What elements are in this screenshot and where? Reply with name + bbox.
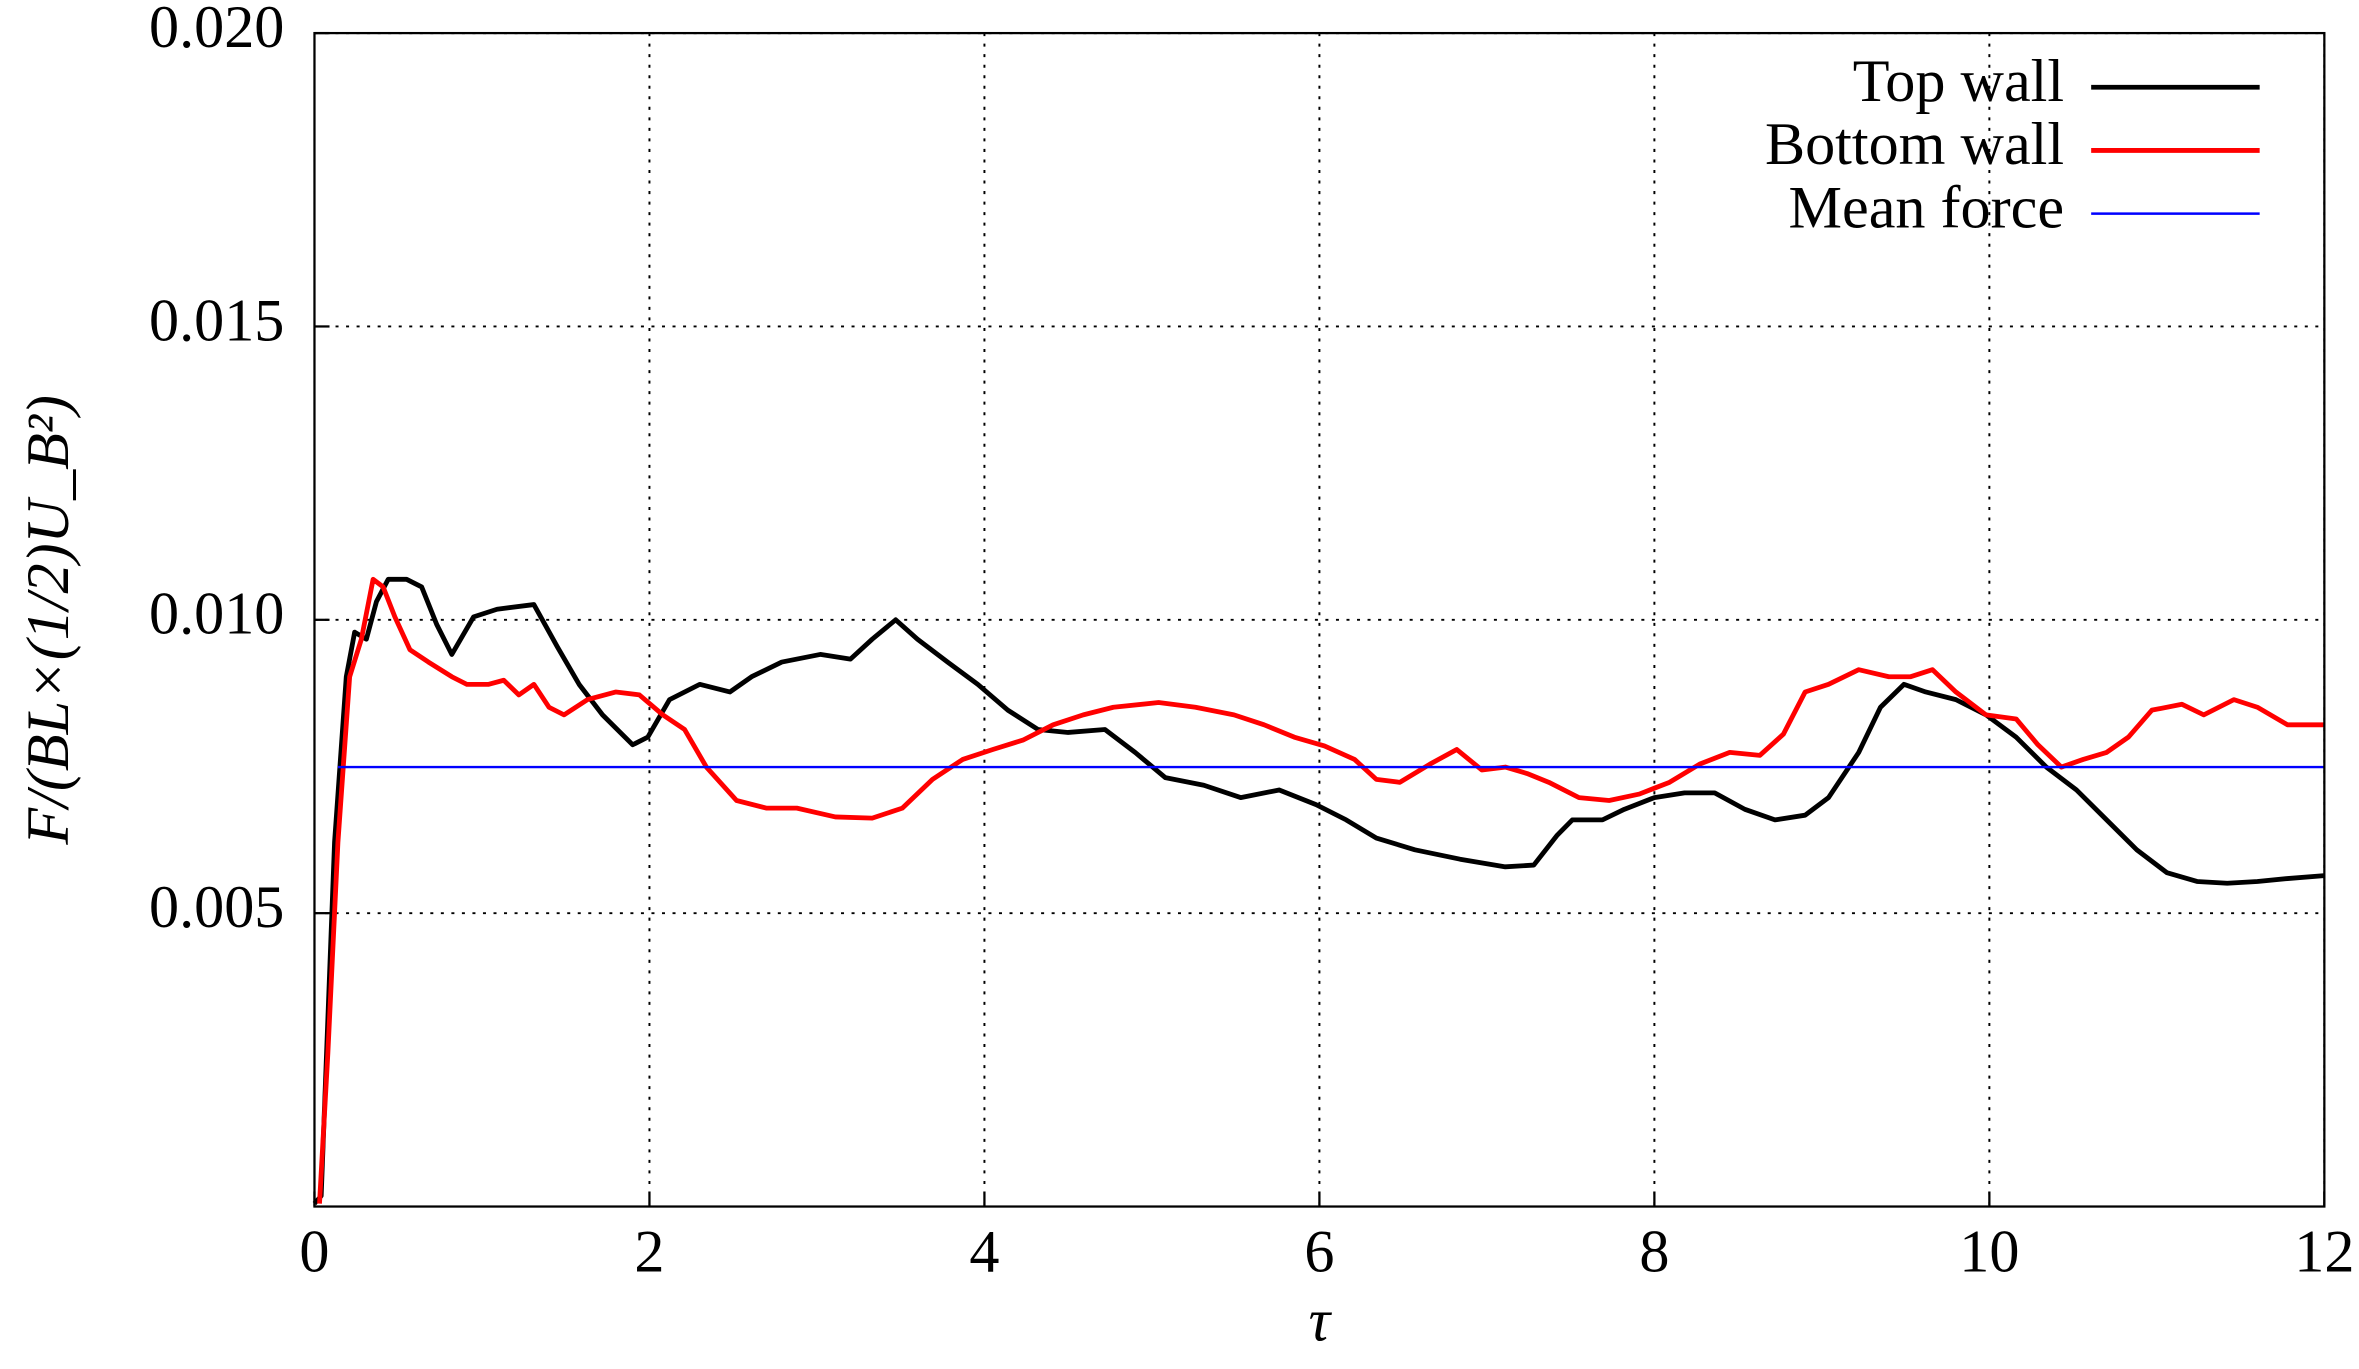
x-tick-label: 6 — [1304, 1218, 1334, 1285]
legend-label: Bottom wall — [1765, 111, 2064, 178]
y-tick-label: 0.020 — [149, 0, 284, 61]
x-tick-label: 0 — [299, 1218, 329, 1285]
y-tick-label: 0.015 — [149, 287, 284, 354]
x-tick-label: 4 — [969, 1218, 999, 1285]
y-axis-label: F/(BL×(1/2)U_B²) — [15, 395, 82, 846]
y-tick-label: 0.010 — [149, 581, 284, 648]
x-tick-label: 8 — [1639, 1218, 1669, 1285]
plot-lines — [312, 576, 2325, 1206]
x-tick-label: 12 — [2294, 1218, 2354, 1285]
series-line — [312, 576, 2325, 1206]
plot-frame — [313, 31, 2326, 1208]
x-axis-label: τ — [1309, 1288, 1333, 1355]
legend-label: Mean force — [1789, 174, 2065, 241]
x-tick-label: 10 — [1959, 1218, 2019, 1285]
series-line — [317, 576, 2325, 1204]
y-tick-label: 0.005 — [149, 874, 284, 941]
x-tick-label: 2 — [634, 1218, 664, 1285]
legend-label: Top wall — [1853, 48, 2064, 115]
